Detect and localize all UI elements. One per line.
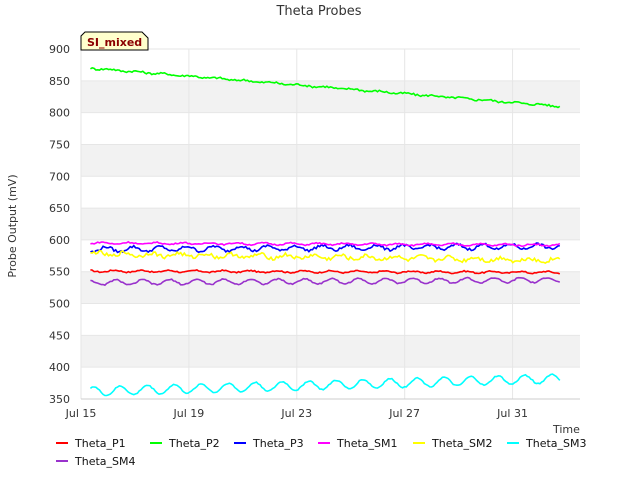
plot-background	[81, 49, 580, 399]
legend: Theta_P1 Theta_P2 Theta_P3 Theta_SM1 Theta_S…	[56, 437, 586, 468]
series-line-theta-p1	[90, 268, 561, 275]
legend-label: Theta_SM4	[74, 455, 135, 468]
y-tick-label: 700	[49, 170, 70, 183]
y-tick-label: 550	[49, 266, 70, 279]
y-tick-label: 500	[49, 298, 70, 311]
y-axis-title: Probe Output (mV)	[6, 174, 19, 277]
series-line-theta-sm3	[89, 373, 561, 397]
y-tick-label: 400	[49, 361, 70, 374]
grid-band	[81, 335, 580, 368]
legend-label: Theta_SM1	[336, 437, 397, 450]
x-axis-ticks: Jul 15 Jul 19 Jul 23 Jul 27 Jul 31	[65, 407, 528, 420]
legend-label: Theta_P3	[252, 437, 304, 450]
x-tick-label: Jul 27	[388, 407, 420, 420]
series-line-theta-sm1	[90, 240, 561, 248]
y-tick-label: 350	[49, 393, 70, 406]
y-tick-label: 650	[49, 202, 70, 215]
x-axis-title: Time	[552, 423, 580, 436]
badge-background	[80, 31, 149, 51]
series-lines	[81, 67, 580, 400]
x-tick-label: Jul 23	[280, 407, 312, 420]
legend-item: Theta_P1	[56, 437, 126, 450]
legend-item: Theta_SM1	[318, 437, 397, 450]
series-line-theta-sm2	[90, 249, 561, 265]
x-tick-label: Jul 31	[496, 407, 528, 420]
series-line-theta-p3	[90, 242, 560, 254]
legend-label: Theta_SM3	[525, 437, 586, 450]
legend-item: Theta_SM4	[56, 455, 135, 468]
series-line-theta-sm4	[90, 276, 561, 287]
chart-title: Theta Probes	[275, 4, 361, 19]
x-tick-label: Jul 15	[65, 407, 97, 420]
legend-label: Theta_SM2	[431, 437, 492, 450]
grid-band	[81, 208, 580, 240]
y-tick-label: 800	[49, 107, 70, 120]
y-axis-ticks: 350 400 450 500 550 600 650 700 750 800 850 900	[49, 43, 70, 406]
badge-label: SI_mixed	[87, 36, 142, 49]
legend-label: Theta_P2	[168, 437, 220, 450]
grid-band	[81, 80, 580, 113]
y-tick-label: 450	[49, 329, 70, 342]
grid-band	[81, 144, 580, 177]
legend-item: Theta_P3	[234, 437, 304, 450]
grid	[80, 48, 580, 400]
y-tick-label: 750	[49, 138, 70, 151]
grid-band	[81, 271, 580, 304]
legend-item: Theta_SM2	[413, 437, 492, 450]
x-tick-label: Jul 19	[173, 407, 205, 420]
si-mixed-badge: SI_mixed	[80, 31, 149, 51]
series-line-theta-p2	[90, 67, 561, 109]
y-tick-label: 600	[49, 234, 70, 247]
legend-label: Theta_P1	[74, 437, 126, 450]
y-tick-label: 850	[49, 75, 70, 88]
legend-item: Theta_SM3	[507, 437, 586, 450]
y-tick-label: 900	[49, 43, 70, 56]
legend-item: Theta_P2	[150, 437, 220, 450]
